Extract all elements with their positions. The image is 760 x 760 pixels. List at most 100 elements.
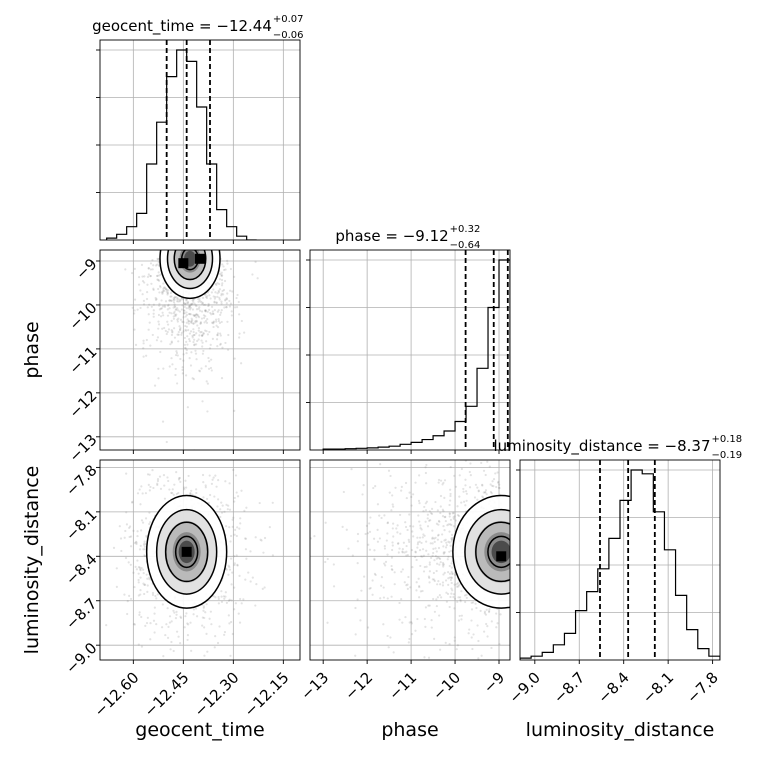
scatter-point: [178, 328, 182, 332]
scatter-point: [176, 333, 179, 336]
scatter-point: [391, 527, 394, 530]
scatter-point: [244, 548, 248, 551]
scatter-point: [158, 274, 161, 277]
scatter-point: [133, 328, 136, 331]
scatter-point: [439, 561, 442, 564]
scatter-point: [229, 654, 232, 657]
scatter-point: [386, 521, 390, 524]
contour-line: [173, 250, 207, 281]
scatter-point: [153, 612, 156, 615]
histogram-step: [322, 259, 510, 450]
scatter-point: [187, 307, 190, 310]
scatter-point: [144, 554, 147, 558]
scatter-point: [368, 548, 372, 551]
scatter-point: [145, 297, 149, 301]
scatter-point: [411, 566, 414, 569]
scatter-point: [153, 457, 155, 459]
scatter-point: [203, 626, 206, 629]
scatter-point: [164, 300, 168, 303]
scatter-point: [173, 296, 176, 299]
scatter-point: [499, 613, 502, 616]
scatter-point: [181, 372, 184, 375]
scatter-point: [209, 366, 213, 370]
scatter-point: [142, 303, 146, 306]
scatter-point: [447, 523, 450, 526]
scatter-point: [188, 357, 191, 360]
scatter-point: [171, 331, 174, 334]
scatter-point: [168, 311, 171, 314]
scatter-point: [480, 461, 483, 465]
scatter-point: [396, 531, 399, 534]
scatter-point: [492, 485, 495, 488]
scatter-point: [390, 564, 393, 568]
scatter-point: [496, 471, 499, 474]
scatter-point: [190, 321, 193, 324]
scatter-point: [166, 607, 169, 610]
scatter-point: [390, 568, 393, 571]
scatter-point: [435, 569, 438, 573]
scatter-point: [159, 307, 163, 310]
scatter-point: [491, 484, 494, 487]
scatter-point: [428, 519, 431, 522]
scatter-point: [141, 521, 145, 524]
scatter-point: [457, 514, 461, 518]
scatter-point: [431, 536, 434, 539]
scatter-point: [206, 650, 209, 653]
scatter-point: [163, 305, 167, 309]
scatter-point: [186, 300, 190, 304]
scatter-point: [238, 332, 241, 335]
scatter-point: [347, 547, 350, 550]
scatter-point: [373, 557, 376, 561]
scatter-point: [235, 306, 239, 309]
scatter-point: [131, 501, 134, 504]
scatter-point: [168, 488, 171, 491]
scatter-point: [152, 619, 156, 622]
scatter-point: [236, 564, 239, 567]
scatter-point: [221, 504, 224, 507]
scatter-point: [189, 303, 192, 306]
scatter-point: [393, 583, 396, 586]
scatter-point: [220, 284, 224, 287]
scatter-point: [229, 534, 233, 538]
scatter-point: [450, 592, 453, 595]
scatter-point: [170, 620, 173, 623]
scatter-point: [194, 352, 198, 355]
scatter-point: [414, 481, 417, 484]
scatter-point: [127, 561, 130, 564]
scatter-point: [201, 345, 204, 348]
scatter-point: [477, 657, 480, 660]
x-tick-label: −8.7: [550, 668, 588, 706]
scatter-point: [182, 359, 185, 362]
scatter-point: [372, 486, 375, 490]
scatter-point: [391, 541, 394, 544]
scatter-point: [226, 508, 229, 511]
scatter-point: [484, 473, 487, 477]
scatter-point: [208, 294, 211, 297]
scatter-point: [164, 329, 167, 332]
scatter-point: [212, 295, 215, 298]
scatter-point: [172, 297, 175, 300]
scatter-point: [143, 275, 146, 278]
scatter-point: [155, 339, 159, 342]
scatter-point: [140, 566, 143, 570]
scatter-point: [157, 313, 161, 317]
scatter-point: [132, 529, 135, 532]
scatter-point: [419, 524, 422, 527]
scatter-point: [172, 301, 176, 304]
scatter-point: [476, 624, 479, 627]
scatter-point: [212, 312, 215, 316]
contour-line: [166, 250, 214, 290]
scatter-point: [191, 319, 194, 322]
scatter-point: [188, 305, 191, 309]
scatter-point: [373, 558, 376, 561]
scatter-point: [177, 333, 180, 336]
scatter-point: [419, 527, 422, 530]
scatter-point: [233, 555, 236, 558]
scatter-point: [179, 480, 182, 484]
scatter-point: [220, 511, 224, 514]
scatter-point: [438, 557, 442, 560]
scatter-point: [157, 323, 161, 326]
scatter-point: [405, 584, 408, 587]
scatter-point: [152, 486, 155, 490]
scatter-point: [191, 493, 194, 496]
